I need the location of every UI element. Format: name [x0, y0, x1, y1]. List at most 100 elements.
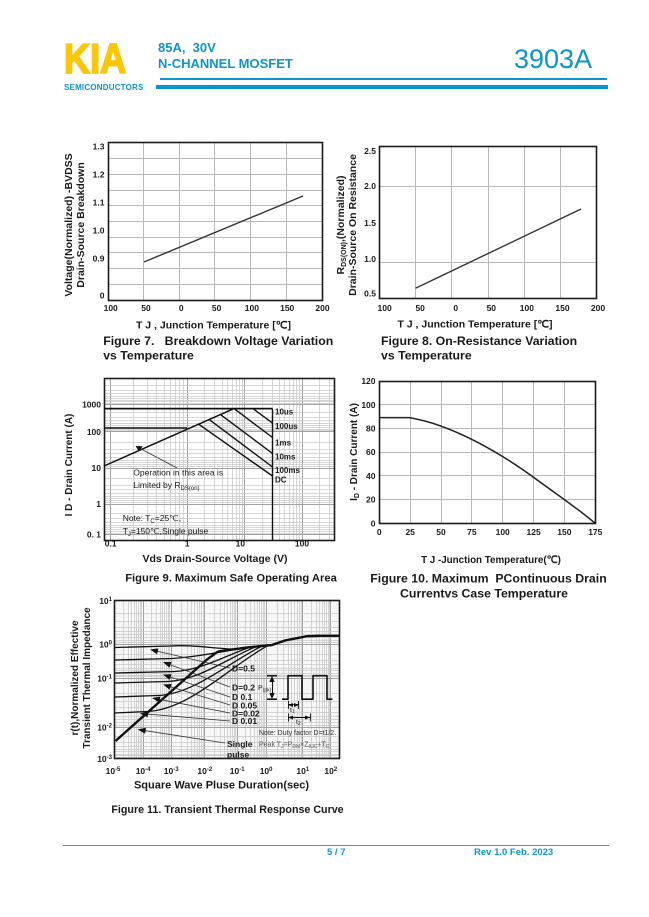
svg-text:50: 50 [487, 303, 497, 313]
svg-text:T J -Junction Temperature(℃): T J -Junction Temperature(℃) [421, 555, 561, 566]
svg-text:D=0.5: D=0.5 [232, 664, 255, 674]
svg-text:t2: t2 [296, 719, 301, 727]
svg-text:2.0: 2.0 [364, 181, 376, 191]
svg-text:Drain-Source On Resistance: Drain-Source On Resistance [347, 154, 359, 296]
svg-text:10-3: 10-3 [164, 766, 179, 776]
svg-text:150: 150 [555, 303, 569, 313]
svg-text:200: 200 [591, 303, 605, 313]
svg-text:150: 150 [557, 527, 571, 537]
svg-text:100: 100 [378, 303, 392, 313]
svg-text:pulse: pulse [227, 750, 249, 760]
svg-text:0: 0 [371, 518, 376, 528]
svg-text:1.3: 1.3 [93, 142, 105, 152]
svg-text:100us: 100us [275, 422, 298, 431]
svg-text:10-1: 10-1 [230, 766, 245, 776]
svg-text:80: 80 [366, 424, 376, 434]
svg-text:10us: 10us [275, 408, 294, 417]
svg-text:0.9: 0.9 [93, 254, 105, 264]
svg-text:100: 100 [87, 427, 101, 437]
svg-text:Figure 9. Maximum Safe Operati: Figure 9. Maximum Safe Operating Area [125, 573, 337, 585]
svg-text:0: 0 [100, 290, 105, 300]
svg-text:40: 40 [366, 471, 376, 481]
svg-text:100: 100 [496, 527, 510, 537]
svg-text:100: 100 [295, 539, 309, 549]
svg-text:10: 10 [236, 539, 246, 549]
svg-text:r(t),Normalized Effective: r(t),Normalized Effective [70, 620, 81, 735]
svg-text:Operation in this area is: Operation in this area is [133, 468, 223, 478]
svg-text:D 0.1: D 0.1 [232, 692, 253, 702]
svg-text:100: 100 [104, 303, 118, 313]
svg-text:10-2: 10-2 [197, 766, 212, 776]
svg-text:100: 100 [99, 640, 112, 650]
svg-text:10-3: 10-3 [97, 754, 112, 764]
svg-text:0: 0 [453, 303, 458, 313]
svg-text:1ms: 1ms [275, 439, 292, 448]
svg-text:Voltage(Normalized) -BVDSS: Voltage(Normalized) -BVDSS [63, 153, 75, 296]
svg-text:Figure 10. Maximum PContinuou: Figure 10. Maximum PContinuous Drain [370, 572, 606, 586]
svg-text:10ms: 10ms [275, 453, 296, 462]
svg-text:Currentvs Case Temperature: Currentvs Case Temperature [400, 587, 568, 601]
svg-text:50: 50 [415, 303, 425, 313]
svg-text:102: 102 [324, 766, 337, 776]
svg-text:60: 60 [366, 447, 376, 457]
svg-text:50: 50 [141, 303, 151, 313]
svg-text:20: 20 [366, 495, 376, 505]
svg-text:25: 25 [405, 527, 415, 537]
svg-text:P(pk): P(pk) [258, 685, 272, 694]
svg-text:10-4: 10-4 [136, 766, 151, 776]
svg-text:TJ=150℃,Single pulse: TJ=150℃,Single pulse [123, 526, 209, 538]
svg-text:RDS(ON),(Normalized): RDS(ON),(Normalized) [335, 176, 348, 275]
svg-text:vs Temperature: vs Temperature [381, 349, 472, 363]
svg-text:1: 1 [185, 539, 190, 549]
svg-text:101: 101 [296, 766, 309, 776]
svg-text:t1: t1 [290, 707, 295, 715]
svg-text:Note: Duty factor D=t1/2.: Note: Duty factor D=t1/2. [259, 730, 336, 737]
svg-text:Figure 7. Breakdown Voltage: Figure 7. Breakdown Voltage Variation [103, 334, 333, 348]
svg-text:10-2: 10-2 [97, 722, 112, 732]
svg-text:75: 75 [467, 527, 477, 537]
svg-text:I D - Drain Current (A): I D - Drain Current (A) [64, 414, 75, 517]
svg-text:50: 50 [212, 303, 222, 313]
svg-text:Note: TC=25℃,: Note: TC=25℃, [123, 513, 181, 525]
svg-text:175: 175 [588, 527, 602, 537]
svg-text:10-1: 10-1 [97, 673, 112, 683]
svg-text:1.0: 1.0 [364, 254, 376, 264]
svg-text:1: 1 [96, 499, 101, 509]
svg-text:Single: Single [227, 739, 253, 749]
svg-text:0. 1: 0. 1 [87, 530, 101, 540]
svg-text:1.1: 1.1 [93, 198, 105, 208]
svg-text:Peak TJ=PDM×ZθJC+TC: Peak TJ=PDM×ZθJC+TC [259, 742, 330, 751]
svg-text:150: 150 [280, 303, 294, 313]
svg-text:125: 125 [527, 527, 541, 537]
svg-text:1.0: 1.0 [93, 226, 105, 236]
svg-text:DC: DC [275, 476, 287, 485]
svg-text:100: 100 [361, 400, 375, 410]
svg-text:100ms: 100ms [275, 466, 300, 475]
svg-text:1.2: 1.2 [93, 170, 105, 180]
svg-text:120: 120 [361, 376, 375, 386]
svg-text:D 0.05: D 0.05 [232, 701, 257, 711]
svg-text:vs Temperature: vs Temperature [103, 349, 194, 363]
svg-text:100: 100 [260, 766, 273, 776]
svg-text:1000: 1000 [82, 399, 101, 409]
svg-text:Figure 8. On-Resistance Variat: Figure 8. On-Resistance Variation [381, 334, 577, 348]
svg-text:D 0.01: D 0.01 [232, 716, 257, 726]
svg-text:2.5: 2.5 [364, 146, 376, 156]
svg-text:1.5: 1.5 [364, 218, 376, 228]
svg-text:Transient Thermal Impedance: Transient Thermal Impedance [82, 607, 93, 749]
svg-text:Drain-Source Breakdown: Drain-Source Breakdown [75, 162, 87, 287]
svg-text:ID - Drain Current (A): ID - Drain Current (A) [349, 403, 361, 501]
svg-text:200: 200 [315, 303, 329, 313]
svg-text:100: 100 [245, 303, 259, 313]
svg-text:Square Wave Pluse Duration(sec: Square Wave Pluse Duration(sec) [134, 780, 309, 792]
svg-text:10-5: 10-5 [106, 766, 121, 776]
svg-text:D=0.02: D=0.02 [232, 709, 260, 719]
svg-text:0: 0 [179, 303, 184, 313]
svg-text:Limited by RDS(on): Limited by RDS(on) [133, 480, 199, 492]
svg-text:Vds Drain-Source Voltage (V): Vds Drain-Source Voltage (V) [142, 553, 287, 565]
svg-text:0: 0 [377, 527, 382, 537]
svg-text:10: 10 [92, 463, 102, 473]
svg-text:100: 100 [520, 303, 534, 313]
svg-text:0.1: 0.1 [105, 539, 117, 549]
svg-text:T J , Junction Temperature [℃]: T J , Junction Temperature [℃] [397, 319, 552, 331]
